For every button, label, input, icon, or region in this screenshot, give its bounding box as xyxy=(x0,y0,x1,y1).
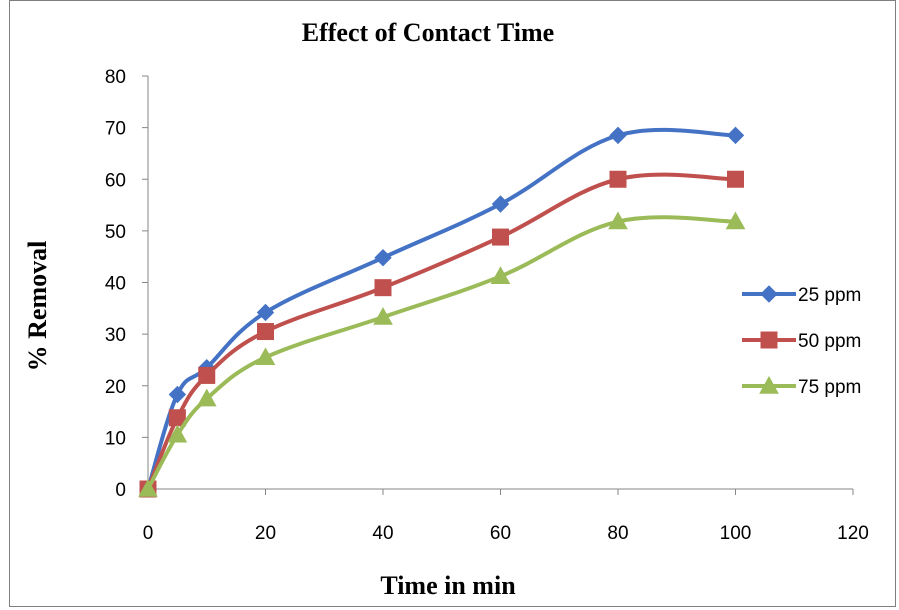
data-point-50-ppm xyxy=(727,170,744,188)
legend-label-50-ppm: 50 ppm xyxy=(798,331,861,352)
data-point-75-ppm xyxy=(608,211,628,230)
series-25-ppm xyxy=(139,126,745,498)
legend-marker-50-ppm xyxy=(760,331,778,349)
data-point-75-ppm xyxy=(167,424,188,443)
chart-frame xyxy=(9,0,896,607)
y-tick-label: 40 xyxy=(105,274,126,295)
series-75-ppm xyxy=(138,211,746,497)
x-tick-label: 0 xyxy=(143,523,154,544)
legend-item-25-ppm: 25 ppm xyxy=(742,285,861,306)
series-line-50-ppm xyxy=(146,172,738,491)
y-tick-label: 30 xyxy=(105,325,126,346)
data-point-25-ppm xyxy=(609,126,627,145)
data-point-50-ppm xyxy=(374,279,392,297)
y-tick-label: 70 xyxy=(105,119,126,140)
data-point-50-ppm xyxy=(609,170,627,188)
data-point-50-ppm xyxy=(492,228,509,246)
legend-label-75-ppm: 75 ppm xyxy=(798,377,861,398)
data-point-25-ppm xyxy=(374,249,392,267)
y-tick-label: 20 xyxy=(105,377,126,398)
data-point-25-ppm xyxy=(726,126,745,145)
x-tick-label: 20 xyxy=(255,523,276,544)
data-point-25-ppm xyxy=(256,303,275,322)
y-tick-label: 80 xyxy=(105,67,126,88)
data-point-50-ppm xyxy=(198,366,216,384)
data-point-25-ppm xyxy=(491,195,510,213)
data-point-25-ppm xyxy=(168,385,187,404)
data-point-75-ppm xyxy=(196,388,217,407)
legend-item-50-ppm: 50 ppm xyxy=(742,331,861,352)
y-tick-label: 0 xyxy=(115,480,126,501)
x-tick-label: 120 xyxy=(837,523,869,544)
series-line-25-ppm xyxy=(146,127,738,491)
x-tick-label: 60 xyxy=(490,523,511,544)
data-point-75-ppm xyxy=(255,347,276,366)
data-point-75-ppm xyxy=(373,307,393,325)
data-point-75-ppm xyxy=(490,266,511,285)
x-tick-label: 40 xyxy=(372,523,393,544)
series-50-ppm xyxy=(139,170,744,498)
series-line-75-ppm xyxy=(146,215,738,491)
y-tick-label: 60 xyxy=(105,170,126,191)
data-point-50-ppm xyxy=(257,323,274,341)
data-point-75-ppm xyxy=(725,211,746,230)
y-axis-title: % Removal xyxy=(23,241,52,372)
y-tick-label: 50 xyxy=(105,222,126,243)
legend-label-25-ppm: 25 ppm xyxy=(798,285,861,306)
chart-title: Effect of Contact Time xyxy=(302,18,554,47)
axes: 0 20 40 60 80 100 120 0 10 20 30 40 50 60 70 80 xyxy=(105,67,869,544)
x-axis-title: Time in min xyxy=(380,571,516,600)
data-point-75-ppm xyxy=(138,478,158,497)
legend-marker-25-ppm xyxy=(760,285,778,303)
x-tick-label: 80 xyxy=(607,523,628,544)
legend-marker-75-ppm xyxy=(759,375,779,394)
series-layer xyxy=(138,126,746,498)
legend-item-75-ppm: 75 ppm xyxy=(742,375,861,398)
x-tick-label: 100 xyxy=(720,523,752,544)
y-tick-label: 10 xyxy=(105,428,126,449)
legend: 25 ppm 50 ppm 75 ppm xyxy=(742,285,861,398)
